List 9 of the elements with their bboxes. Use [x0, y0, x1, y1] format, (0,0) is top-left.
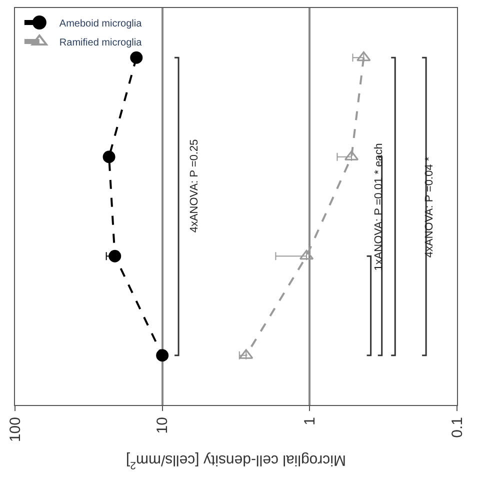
legend-label: Ameboid microglia — [59, 18, 142, 30]
annotation: 1xANOVA: P =0.01 * each — [372, 143, 385, 271]
x-tick-label: 100 — [6, 417, 24, 442]
annotation: 4xANOVA: P =0.25 — [188, 139, 200, 233]
x-tick-label: 0.1 — [448, 417, 466, 438]
legend-label: Ramified microglia — [59, 37, 142, 48]
x-tick-label: 1 — [302, 417, 319, 426]
x-tick-label: 10 — [154, 417, 172, 434]
annotation: 4xANOVA: P =0.04 * — [424, 156, 436, 258]
